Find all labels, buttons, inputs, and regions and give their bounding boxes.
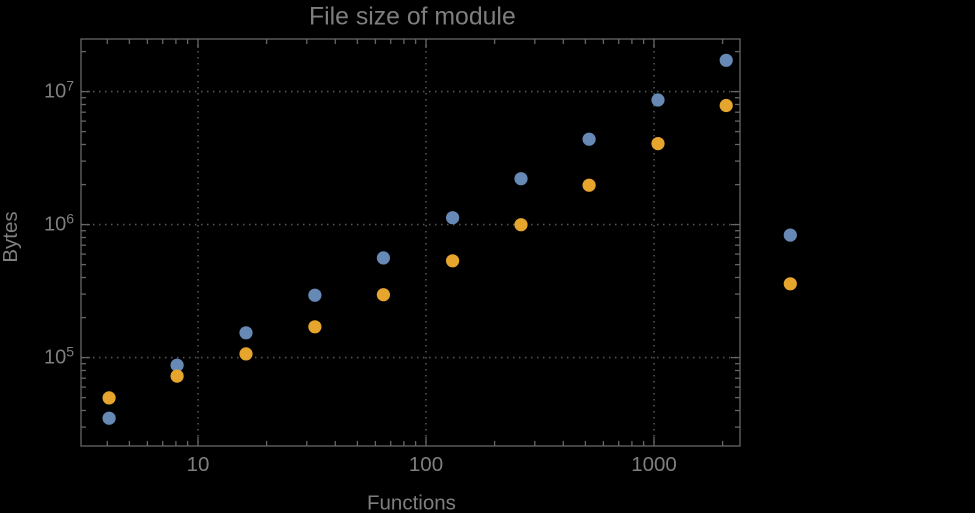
svg-text:1000: 1000 <box>631 453 677 476</box>
svg-text:Bytes: Bytes <box>0 211 22 262</box>
svg-text:Functions: Functions <box>367 492 456 513</box>
svg-text:107: 107 <box>44 78 74 103</box>
svg-text:105: 105 <box>44 344 74 369</box>
svg-text:106: 106 <box>44 211 74 236</box>
svg-text:10: 10 <box>187 453 210 476</box>
svg-text:File size of module: File size of module <box>309 4 516 31</box>
svg-text:100: 100 <box>409 453 443 476</box>
